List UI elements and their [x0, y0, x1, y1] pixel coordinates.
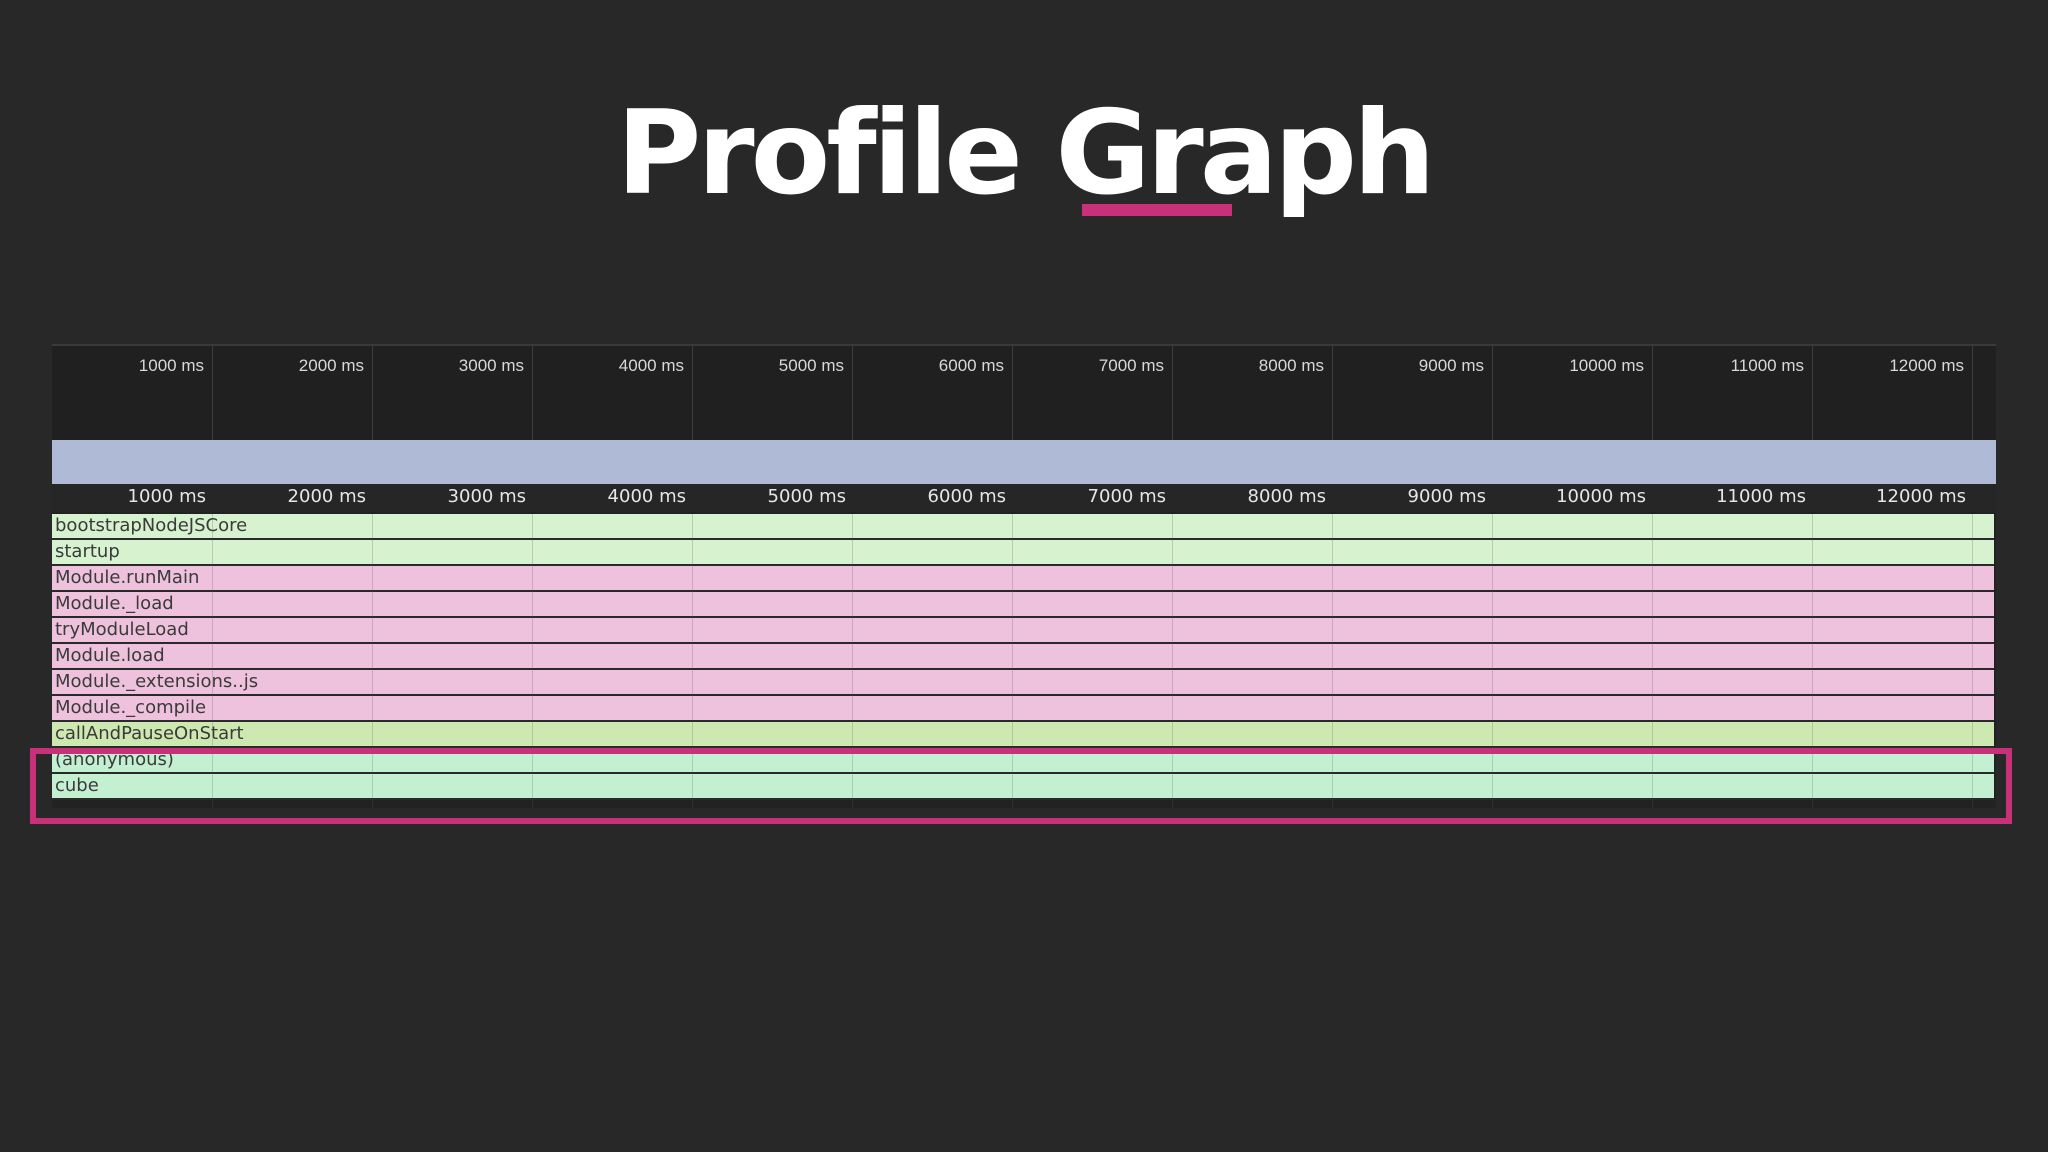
- overview-tick-label: 6000 ms: [938, 356, 1004, 375]
- flame-frame[interactable]: startup: [52, 540, 1994, 566]
- flame-gridline: [692, 514, 693, 808]
- overview-tick-label: 10000 ms: [1569, 356, 1644, 375]
- flame-gridline: [1172, 514, 1173, 808]
- flame-gridline: [1492, 514, 1493, 808]
- overview-gridline: [692, 346, 693, 442]
- overview-gridline: [1972, 346, 1973, 442]
- flame-frame-label: bootstrapNodeJSCore: [55, 515, 248, 536]
- overview-tick-label: 8000 ms: [1258, 356, 1324, 375]
- overview-gridline: [1812, 346, 1813, 442]
- overview-gridline: [532, 346, 533, 442]
- flame-frame[interactable]: callAndPauseOnStart: [52, 722, 1994, 748]
- overview-tick-label: 3000 ms: [458, 356, 524, 375]
- time-ruler: 1000 ms 2000 ms 3000 ms 4000 ms 5000 ms 6000 …: [52, 484, 1996, 512]
- flame-gridline: [1012, 514, 1013, 808]
- flame-frame[interactable]: Module.load: [52, 644, 1994, 670]
- ruler-tick-label: 6000 ms: [927, 486, 1006, 507]
- flame-frame-label: tryModuleLoad: [55, 619, 189, 640]
- ruler-tick-label: 3000 ms: [447, 486, 526, 507]
- overview-tick-label: 1000 ms: [138, 356, 204, 375]
- flame-gridline: [1972, 514, 1973, 808]
- overview-tick-label: 7000 ms: [1098, 356, 1164, 375]
- slide-title: Profile Graph: [616, 86, 1435, 221]
- ruler-tick-label: 1000 ms: [127, 486, 206, 507]
- overview-gridline: [1492, 346, 1493, 442]
- flame-frame[interactable]: Module.runMain: [52, 566, 1994, 592]
- overview-gridline: [1012, 346, 1013, 442]
- overview-tick-label: 9000 ms: [1418, 356, 1484, 375]
- flame-gridline: [1652, 514, 1653, 808]
- flame-gridline: [372, 514, 373, 808]
- overview-tick-label: 11000 ms: [1730, 356, 1804, 375]
- flame-frame[interactable]: Module._compile: [52, 696, 1994, 722]
- profiler-panel: 1000 ms 2000 ms 3000 ms 4000 ms 5000 ms 6000 …: [52, 344, 1996, 808]
- overview-cpu-bar[interactable]: [52, 440, 1996, 484]
- ruler-tick-label: 11000 ms: [1716, 486, 1806, 507]
- flame-frame[interactable]: Module._extensions..js: [52, 670, 1994, 696]
- ruler-tick-label: 8000 ms: [1247, 486, 1326, 507]
- ruler-tick-label: 12000 ms: [1876, 486, 1966, 507]
- overview-gridline: [1652, 346, 1653, 442]
- overview-gridline: [212, 346, 213, 442]
- flame-frame-label: callAndPauseOnStart: [55, 723, 244, 744]
- flame-gridline: [1332, 514, 1333, 808]
- ruler-tick-label: 4000 ms: [607, 486, 686, 507]
- timeline-overview[interactable]: 1000 ms 2000 ms 3000 ms 4000 ms 5000 ms 6000 …: [52, 344, 1996, 442]
- ruler-tick-label: 5000 ms: [767, 486, 846, 507]
- overview-tick-label: 12000 ms: [1889, 356, 1964, 375]
- overview-gridline: [1332, 346, 1333, 442]
- overview-tick-label: 4000 ms: [618, 356, 684, 375]
- flame-gridline: [212, 514, 213, 808]
- flame-frame-label: startup: [55, 541, 120, 562]
- flame-frame[interactable]: bootstrapNodeJSCore: [52, 514, 1994, 540]
- flame-gridline: [852, 514, 853, 808]
- flame-frame-label: Module._extensions..js: [55, 671, 259, 692]
- ruler-tick-label: 9000 ms: [1407, 486, 1486, 507]
- flame-frame-label: Module.runMain: [55, 567, 200, 588]
- flame-frame[interactable]: tryModuleLoad: [52, 618, 1994, 644]
- flame-frame[interactable]: cube: [52, 774, 1994, 800]
- ruler-tick-label: 2000 ms: [287, 486, 366, 507]
- flame-frame[interactable]: Module._load: [52, 592, 1994, 618]
- flame-frame-label: Module.load: [55, 645, 165, 666]
- flame-frame-label: cube: [55, 775, 99, 796]
- overview-gridline: [852, 346, 853, 442]
- overview-gridline: [372, 346, 373, 442]
- flame-frame-label: Module._load: [55, 593, 174, 614]
- ruler-tick-label: 7000 ms: [1087, 486, 1166, 507]
- overview-tick-label: 5000 ms: [778, 356, 844, 375]
- flame-gridline: [532, 514, 533, 808]
- flame-gridline: [1812, 514, 1813, 808]
- overview-tick-label: 2000 ms: [298, 356, 364, 375]
- highlight-box: [30, 748, 2012, 824]
- ruler-tick-label: 10000 ms: [1556, 486, 1646, 507]
- flame-frame-label: (anonymous): [55, 749, 174, 770]
- title-underline: [1082, 204, 1232, 216]
- flame-frame-label: Module._compile: [55, 697, 207, 718]
- overview-gridline: [1172, 346, 1173, 442]
